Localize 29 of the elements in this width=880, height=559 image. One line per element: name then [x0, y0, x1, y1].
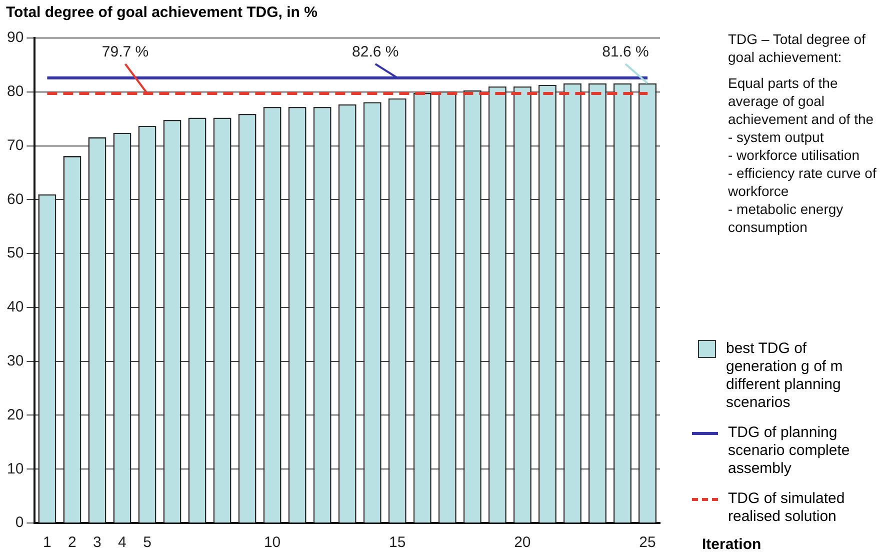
y-tick-label: 40 — [6, 298, 24, 316]
x-tick-label: 5 — [143, 534, 152, 552]
chart-title: Total degree of goal achievement TDG, in % — [6, 4, 318, 21]
x-tick-label: 2 — [68, 534, 76, 552]
x-tick-label: 15 — [389, 534, 406, 552]
x-tick-label: 10 — [264, 534, 281, 552]
text: Equal parts of the average of goal achievement and of the - system output - workforce utilisation - efficiency rate curve of workforce - metabolic energy consumption — [728, 75, 876, 235]
y-tick-label: 70 — [6, 136, 24, 154]
x-axis-title: Iteration — [702, 536, 762, 553]
legend-label: TDG of simulated realised solution — [728, 490, 846, 526]
legend-label: best TDG of generation g of m different planning scenarios — [726, 340, 844, 412]
text: TDG – Total degree of goal achievement: — [728, 30, 866, 66]
x-tick-label: 25 — [639, 534, 656, 552]
y-tick-label: 90 — [6, 29, 24, 46]
annotation: 82.6 % — [352, 44, 399, 61]
y-tick-label: 0 — [15, 514, 24, 532]
y-tick-label: 60 — [6, 190, 24, 208]
y-tick-label: 30 — [6, 352, 24, 370]
x-tick-label: 4 — [118, 534, 126, 552]
y-tick-label: 80 — [6, 83, 24, 100]
x-tick-label: 3 — [93, 534, 102, 552]
y-tick-label: 20 — [6, 406, 24, 424]
x-tick-label: 1 — [43, 534, 52, 552]
y-tick-label: 10 — [6, 460, 24, 478]
annotation: 81.6 % — [602, 44, 649, 61]
annotation: 79.7 % — [102, 44, 149, 61]
y-tick-label: 50 — [6, 244, 24, 262]
x-tick-label: 20 — [514, 534, 531, 552]
legend-label: TDG of planning scenario complete assembly — [728, 424, 851, 478]
